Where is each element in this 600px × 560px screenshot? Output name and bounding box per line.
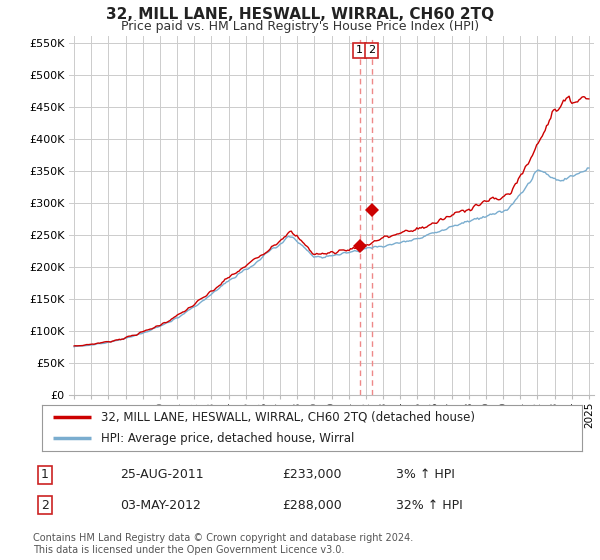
- Text: 32% ↑ HPI: 32% ↑ HPI: [396, 498, 463, 512]
- Text: 32, MILL LANE, HESWALL, WIRRAL, CH60 2TQ: 32, MILL LANE, HESWALL, WIRRAL, CH60 2TQ: [106, 7, 494, 22]
- Text: 03-MAY-2012: 03-MAY-2012: [120, 498, 201, 512]
- Text: Contains HM Land Registry data © Crown copyright and database right 2024.
This d: Contains HM Land Registry data © Crown c…: [33, 533, 413, 555]
- Text: 32, MILL LANE, HESWALL, WIRRAL, CH60 2TQ (detached house): 32, MILL LANE, HESWALL, WIRRAL, CH60 2TQ…: [101, 411, 475, 424]
- Text: 3% ↑ HPI: 3% ↑ HPI: [396, 468, 455, 482]
- Text: 2: 2: [368, 45, 375, 55]
- Text: 1: 1: [356, 45, 363, 55]
- Text: £288,000: £288,000: [282, 498, 342, 512]
- Text: HPI: Average price, detached house, Wirral: HPI: Average price, detached house, Wirr…: [101, 432, 355, 445]
- Text: 2: 2: [41, 498, 49, 512]
- Text: 1: 1: [41, 468, 49, 482]
- Text: Price paid vs. HM Land Registry's House Price Index (HPI): Price paid vs. HM Land Registry's House …: [121, 20, 479, 32]
- Text: £233,000: £233,000: [282, 468, 341, 482]
- Text: 25-AUG-2011: 25-AUG-2011: [120, 468, 203, 482]
